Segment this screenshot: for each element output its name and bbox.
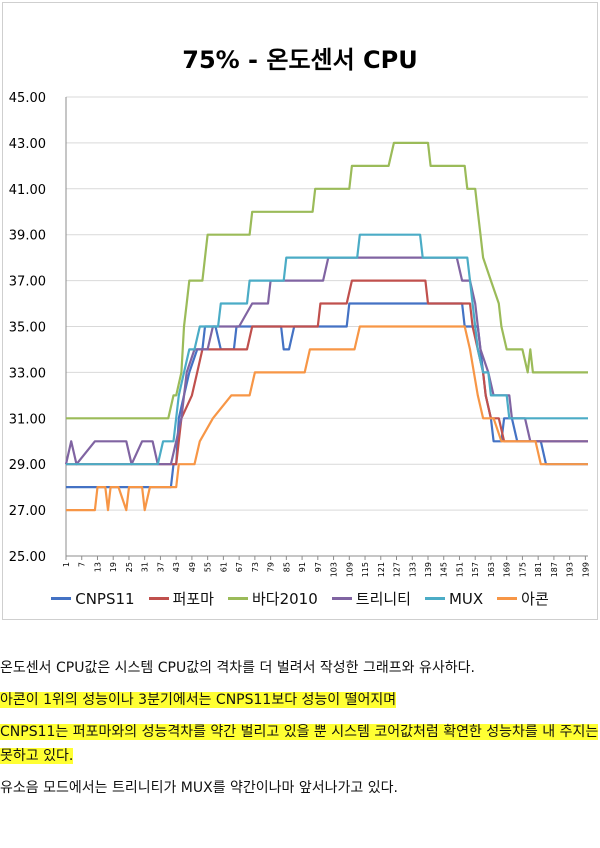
paragraph: 유소음 모드에서는 트리니티가 MUX를 약간이나마 앞서나가고 있다. xyxy=(0,776,600,800)
x-tick-label: 73 xyxy=(251,562,260,572)
line-chart: 25.00 27.00 29.00 31.00 33.00 35.00 37.00 39.00… xyxy=(9,91,591,577)
x-tick-label: 115 xyxy=(361,562,370,577)
x-tick-label: 133 xyxy=(408,562,417,577)
series-line-퍼포마 xyxy=(66,279,588,466)
x-tick-label: 91 xyxy=(298,562,307,572)
x-tick-label: 85 xyxy=(282,562,291,572)
x-tick-label: 67 xyxy=(235,562,244,572)
x-tick-label: 121 xyxy=(377,562,386,577)
x-tick-label: 127 xyxy=(393,562,402,577)
x-tick-label: 13 xyxy=(93,562,102,572)
paragraph-text: 유소음 모드에서는 트리니티가 MUX를 약간이나마 앞서나가고 있다. xyxy=(0,780,398,796)
y-tick-label: 37.00 xyxy=(9,275,46,290)
x-tick-label: 19 xyxy=(109,562,118,572)
x-tick-label: 31 xyxy=(141,562,150,572)
series-line-바다2010 xyxy=(66,141,588,420)
highlighted-text: CNPS11는 퍼포마와의 성능격차를 약간 벌리고 있을 뿐 시스템 코어값처… xyxy=(0,724,599,764)
paragraph: CNPS11는 퍼포마와의 성능격차를 약간 벌리고 있을 뿐 시스템 코어값처… xyxy=(0,720,600,768)
legend-item: MUX xyxy=(424,588,484,609)
series-line-트리니티 xyxy=(64,256,588,466)
x-tick-label: 139 xyxy=(424,562,433,577)
legend-label: 바다2010 xyxy=(251,590,318,608)
x-tick-label: 61 xyxy=(219,562,228,572)
legend-label: MUX xyxy=(448,589,484,608)
x-tick-label: 157 xyxy=(471,562,480,577)
paragraph: 아콘이 1위의 성능이나 3분기에서는 CNPS11보다 성능이 떨어지며 xyxy=(0,688,600,712)
x-tick-label: 199 xyxy=(581,562,590,577)
series-line-MUX xyxy=(66,233,588,466)
y-tick-label: 43.00 xyxy=(9,137,46,152)
x-tick-label: 151 xyxy=(455,562,464,577)
legend-label: 트리니티 xyxy=(355,590,411,608)
x-tick-label: 145 xyxy=(440,562,449,577)
legend-item: 트리니티 xyxy=(331,588,411,609)
y-tick-label: 35.00 xyxy=(9,321,46,336)
x-tick-label: 163 xyxy=(487,562,496,577)
highlighted-text: 아콘이 1위의 성능이나 3분기에서는 CNPS11보다 성능이 떨어지며 xyxy=(0,692,397,708)
legend-swatch xyxy=(331,597,352,600)
legend-label: CNPS11 xyxy=(75,589,135,608)
legend-label: 퍼포마 xyxy=(172,590,214,608)
legend-swatch xyxy=(424,597,445,600)
legend-swatch xyxy=(227,597,248,600)
paragraph: 온도센서 CPU값은 시스템 CPU값의 격차를 더 벌려서 작성한 그래프와 … xyxy=(0,656,600,680)
y-tick-label: 45.00 xyxy=(9,91,46,106)
x-tick-label: 7 xyxy=(78,562,87,567)
y-tick-label: 27.00 xyxy=(9,504,46,519)
paragraph-text: 온도센서 CPU값은 시스템 CPU값의 격차를 더 벌려서 작성한 그래프와 … xyxy=(0,660,475,676)
series-line-아콘 xyxy=(66,325,588,512)
legend-item: 바다2010 xyxy=(227,588,318,609)
y-tick-label: 41.00 xyxy=(9,183,46,198)
x-tick-label: 181 xyxy=(534,562,543,577)
x-tick-label: 175 xyxy=(518,562,527,577)
y-tick-label: 29.00 xyxy=(9,458,46,473)
x-tick-label: 1 xyxy=(62,562,71,567)
x-tick-label: 109 xyxy=(345,562,354,577)
x-tick-label: 55 xyxy=(204,562,213,572)
x-tick-label: 79 xyxy=(267,562,276,572)
article-body: 온도센서 CPU값은 시스템 CPU값의 격차를 더 벌려서 작성한 그래프와 … xyxy=(0,656,600,808)
legend-swatch xyxy=(148,597,169,600)
x-tick-label: 37 xyxy=(156,562,165,572)
x-tick-label: 169 xyxy=(503,562,512,577)
legend-item: CNPS11 xyxy=(51,588,135,609)
x-tick-label: 43 xyxy=(172,562,181,572)
x-tick-label: 97 xyxy=(314,562,323,572)
y-tick-label: 31.00 xyxy=(9,412,46,427)
chart-legend: CNPS11 퍼포마 바다2010 트리니티 MUX 아콘 xyxy=(0,588,600,609)
y-tick-label: 25.00 xyxy=(9,550,46,565)
legend-swatch xyxy=(51,597,72,600)
legend-swatch xyxy=(497,597,518,600)
x-tick-label: 103 xyxy=(330,562,339,577)
legend-item: 퍼포마 xyxy=(148,588,214,609)
x-tick-label: 193 xyxy=(566,562,575,577)
y-tick-label: 33.00 xyxy=(9,366,46,381)
x-tick-label: 187 xyxy=(550,562,559,577)
legend-item: 아콘 xyxy=(497,588,549,609)
legend-label: 아콘 xyxy=(521,590,549,608)
x-tick-label: 49 xyxy=(188,562,197,572)
x-tick-label: 25 xyxy=(125,562,134,572)
y-tick-label: 39.00 xyxy=(9,229,46,244)
chart-title: 75% - 온도센서 CPU xyxy=(182,46,418,74)
